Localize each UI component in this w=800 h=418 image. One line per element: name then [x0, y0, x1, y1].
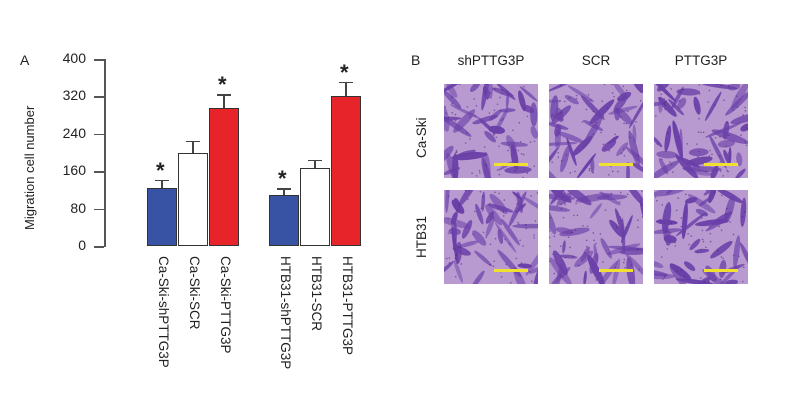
column-header-shpttg3p: shPTTG3P: [457, 53, 525, 68]
significance-star: *: [340, 59, 349, 85]
y-axis-line: [104, 59, 106, 247]
y-tick-label: 0: [78, 237, 86, 253]
column-header-scr: SCR: [581, 53, 611, 68]
bar: [269, 194, 299, 246]
x-tick-label: Ca-Ski-PTTG3P: [218, 256, 233, 354]
error-cap: [155, 179, 169, 182]
scale-bar: [704, 269, 738, 272]
bar: [331, 95, 361, 246]
micrograph-ca-ski-shpttg3p: [444, 84, 538, 178]
scale-bar: [494, 163, 528, 166]
significance-star: *: [156, 157, 165, 183]
y-tick: [94, 171, 104, 173]
bar: [147, 187, 177, 246]
scale-bar: [494, 269, 528, 272]
micrograph-htb31-scr: [549, 190, 643, 284]
panel-a-label: A: [20, 52, 30, 68]
y-axis-label: Migration cell number: [22, 105, 37, 230]
x-tick-label: HTB31-PTTG3P: [340, 256, 355, 356]
y-tick-label: 160: [62, 162, 86, 179]
significance-star: *: [278, 166, 287, 192]
x-tick-label: HTB31-shPTTG3P: [278, 256, 293, 370]
scale-bar: [599, 163, 633, 166]
error-cap: [277, 188, 291, 190]
panel-b-label: B: [411, 52, 421, 68]
error-bar: [161, 179, 163, 188]
column-header-pttg3p: PTTG3P: [674, 53, 728, 68]
y-tick: [94, 208, 104, 211]
error-cap: [308, 159, 322, 161]
y-tick-label: 400: [62, 50, 86, 66]
x-tick-label: Ca-Ski-shPTTG3P: [156, 256, 171, 368]
error-bar: [223, 94, 225, 108]
error-cap: [186, 140, 200, 143]
scale-bar: [704, 163, 738, 166]
scale-bar: [599, 269, 633, 272]
micrograph-htb31-pttg3p: [654, 190, 748, 284]
significance-star: *: [218, 72, 227, 98]
y-tick: [94, 59, 104, 61]
x-tick-label: HTB31-SCR: [309, 256, 324, 332]
error-bar: [192, 140, 194, 153]
error-bar: [345, 81, 347, 96]
error-cap: [339, 81, 353, 84]
error-cap: [217, 94, 231, 96]
y-tick: [94, 133, 104, 136]
row-header-htb31: HTB31: [414, 215, 429, 258]
micrograph-ca-ski-pttg3p: [654, 84, 748, 178]
x-tick-label: Ca-Ski-SCR: [187, 256, 202, 330]
y-tick-label: 240: [62, 124, 86, 141]
y-tick: [94, 246, 104, 248]
y-tick-label: 80: [70, 199, 86, 216]
error-bar: [283, 188, 285, 195]
y-tick-label: 320: [62, 87, 86, 104]
row-header-caski: Ca-Ski: [414, 117, 429, 158]
bar: [178, 152, 208, 246]
error-bar: [314, 159, 316, 169]
y-tick: [94, 96, 104, 98]
bar: [209, 107, 239, 246]
bar: [300, 168, 330, 246]
micrograph-htb31-shpttg3p: [444, 190, 538, 284]
micrograph-ca-ski-scr: [549, 84, 643, 178]
